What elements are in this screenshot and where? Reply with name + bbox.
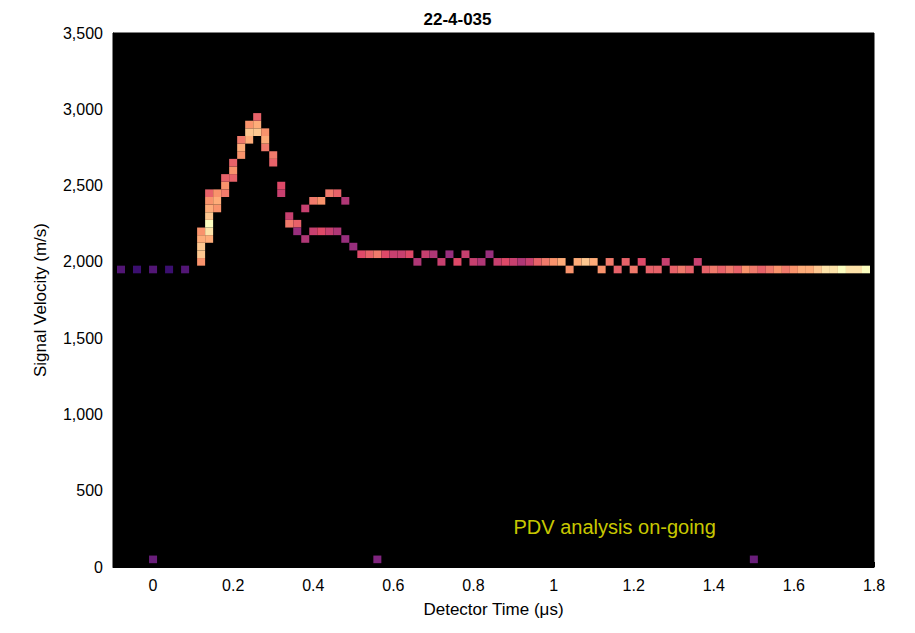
svg-text:1.8: 1.8 [863, 577, 885, 594]
svg-text:Signal Velocity (m/s): Signal Velocity (m/s) [31, 223, 50, 377]
svg-text:1: 1 [549, 577, 558, 594]
svg-text:1.6: 1.6 [783, 577, 805, 594]
svg-text:1,500: 1,500 [63, 330, 103, 347]
svg-text:1,000: 1,000 [63, 406, 103, 423]
svg-text:0.6: 0.6 [382, 577, 404, 594]
svg-text:Detector Time (μs): Detector Time (μs) [423, 600, 563, 619]
svg-text:PDV analysis on-going: PDV analysis on-going [514, 516, 716, 538]
svg-text:0: 0 [94, 559, 103, 576]
svg-text:0.4: 0.4 [302, 577, 324, 594]
svg-text:2,000: 2,000 [63, 253, 103, 270]
svg-text:1.4: 1.4 [703, 577, 725, 594]
svg-text:0.8: 0.8 [462, 577, 484, 594]
svg-text:500: 500 [76, 482, 103, 499]
svg-text:0: 0 [149, 577, 158, 594]
svg-text:2,500: 2,500 [63, 177, 103, 194]
svg-text:0.2: 0.2 [222, 577, 244, 594]
svg-text:3,000: 3,000 [63, 101, 103, 118]
svg-text:1.2: 1.2 [623, 577, 645, 594]
svg-text:3,500: 3,500 [63, 25, 103, 42]
svg-text:22-4-035: 22-4-035 [423, 10, 491, 29]
